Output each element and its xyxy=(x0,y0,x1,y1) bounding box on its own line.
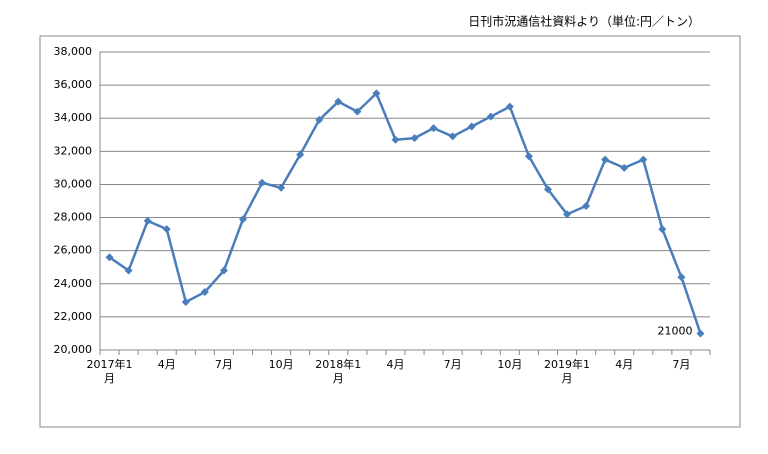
x-tick-label: 2018年1月 xyxy=(315,358,362,385)
y-tick-label: 30,000 xyxy=(54,177,93,190)
annotation: 日刊市況通信社資料より（単位:円／トン） xyxy=(468,14,700,29)
x-tick-label: 2019年1月 xyxy=(544,358,591,385)
marker xyxy=(162,225,171,234)
x-tick-label-box: 2018年1月 xyxy=(315,358,362,385)
x-tick-label: 4月 xyxy=(386,358,405,371)
x-tick-label-box: 4月 xyxy=(615,358,634,371)
data-label: 21000 xyxy=(657,324,692,337)
x-tick-label: 10月 xyxy=(268,358,294,371)
marker xyxy=(124,266,133,275)
y-tick-label: 34,000 xyxy=(54,111,93,124)
x-tick-label: 10月 xyxy=(497,358,523,371)
marker xyxy=(277,183,286,192)
marker xyxy=(181,297,190,306)
marker xyxy=(448,132,457,141)
y-tick-label: 36,000 xyxy=(54,78,93,91)
marker xyxy=(219,266,228,275)
x-tick-label-box: 10月 xyxy=(268,358,294,371)
marker xyxy=(353,107,362,116)
x-tick-label: 7月 xyxy=(443,358,462,371)
x-tick-label-box: 2019年1月 xyxy=(544,358,591,385)
marker xyxy=(486,112,495,121)
x-tick-label: 2017年1月 xyxy=(86,358,133,385)
x-tick-label-box: 4月 xyxy=(157,358,176,371)
marker xyxy=(543,185,552,194)
marker xyxy=(105,253,114,262)
marker xyxy=(505,102,514,111)
marker xyxy=(429,124,438,133)
marker xyxy=(658,225,667,234)
marker xyxy=(639,155,648,164)
y-tick-label: 26,000 xyxy=(54,244,93,257)
marker xyxy=(467,122,476,131)
marker xyxy=(200,288,209,297)
chart-frame xyxy=(39,35,741,428)
marker xyxy=(563,210,572,219)
y-tick-label: 28,000 xyxy=(54,211,93,224)
x-tick-label-box: 2017年1月 xyxy=(86,358,133,385)
x-tick-label-box: 7月 xyxy=(443,358,462,371)
x-tick-label: 4月 xyxy=(157,358,176,371)
marker xyxy=(582,201,591,210)
x-tick-label: 4月 xyxy=(615,358,634,371)
x-tick-label-box: 10月 xyxy=(497,358,523,371)
line xyxy=(108,92,702,334)
marker xyxy=(238,215,247,224)
marker xyxy=(677,273,686,282)
x-tick-label-box: 7月 xyxy=(672,358,691,371)
marker xyxy=(410,134,419,143)
y-tick-label: 38,000 xyxy=(54,45,93,58)
marker xyxy=(524,152,533,161)
marker xyxy=(296,150,305,159)
marker xyxy=(315,115,324,124)
marker xyxy=(601,155,610,164)
marker xyxy=(372,89,381,98)
y-tick-label: 22,000 xyxy=(54,310,93,323)
marker xyxy=(620,163,629,172)
marker xyxy=(391,135,400,144)
x-tick-label-box: 4月 xyxy=(386,358,405,371)
marker xyxy=(143,216,152,225)
y-tick-label: 32,000 xyxy=(54,144,93,157)
marker xyxy=(258,178,267,187)
marker xyxy=(334,97,343,106)
x-tick-label: 7月 xyxy=(214,358,233,371)
y-tick-label: 20,000 xyxy=(54,343,93,356)
y-tick-label: 24,000 xyxy=(54,277,93,290)
x-tick-label: 7月 xyxy=(672,358,691,371)
x-tick-label-box: 7月 xyxy=(214,358,233,371)
marker xyxy=(696,329,705,338)
